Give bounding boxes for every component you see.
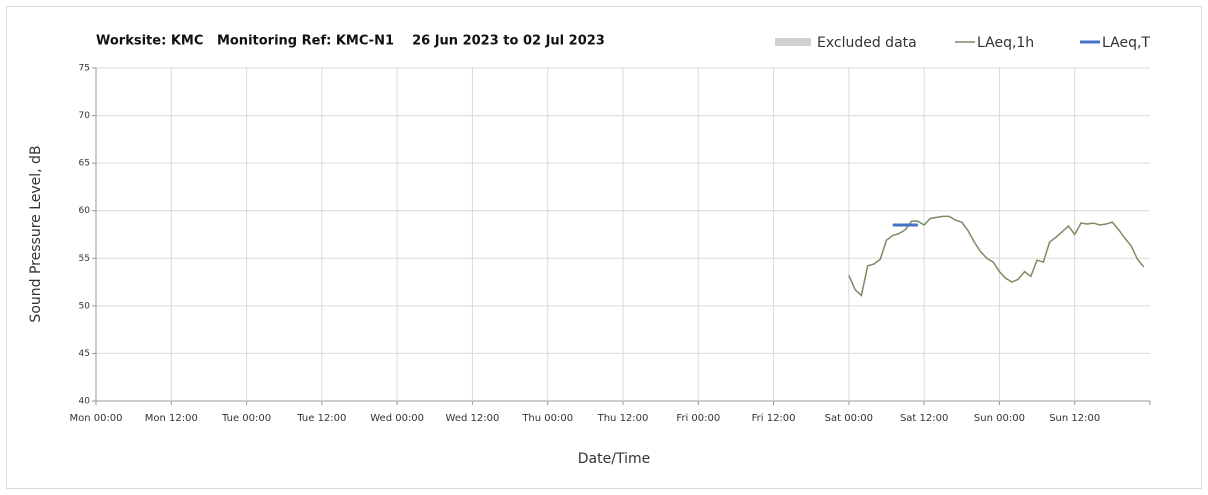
y-tick-label: 40 <box>79 397 91 407</box>
y-tick-label: 75 <box>79 64 90 74</box>
legend-label: Excluded data <box>817 35 917 51</box>
y-tick-label: 50 <box>79 301 91 311</box>
x-tick-label: Sat 12:00 <box>900 413 948 424</box>
x-tick-label: Thu 12:00 <box>597 413 649 424</box>
x-axis-title: Date/Time <box>578 451 650 467</box>
y-tick-label: 65 <box>79 159 90 169</box>
x-tick-label: Mon 12:00 <box>145 413 198 424</box>
x-tick-label: Sun 12:00 <box>1049 413 1100 424</box>
y-tick-label: 45 <box>79 349 90 359</box>
x-tick-label: Mon 00:00 <box>69 413 122 424</box>
series-line <box>848 215 1145 297</box>
legend-swatch <box>775 38 811 46</box>
x-tick-label: Sat 00:00 <box>825 413 873 424</box>
chart-frame <box>6 6 1202 489</box>
x-tick-label: Tue 00:00 <box>221 413 271 424</box>
x-tick-label: Wed 00:00 <box>370 413 424 424</box>
y-tick-label: 70 <box>79 111 91 121</box>
legend-label: LAeq,1h <box>977 35 1034 51</box>
x-tick-label: Fri 12:00 <box>752 413 796 424</box>
x-tick-label: Thu 00:00 <box>521 413 573 424</box>
x-tick-label: Wed 12:00 <box>446 413 500 424</box>
y-axis-title: Sound Pressure Level, dB <box>28 145 44 322</box>
chart-title: Worksite: KMC Monitoring Ref: KMC-N1 26 … <box>96 34 605 49</box>
x-tick-label: Sun 00:00 <box>974 413 1025 424</box>
legend-label: LAeq,T <box>1102 35 1150 51</box>
x-tick-label: Fri 00:00 <box>676 413 720 424</box>
y-tick-label: 55 <box>79 254 90 264</box>
x-tick-label: Tue 12:00 <box>296 413 346 424</box>
y-tick-label: 60 <box>79 206 91 216</box>
